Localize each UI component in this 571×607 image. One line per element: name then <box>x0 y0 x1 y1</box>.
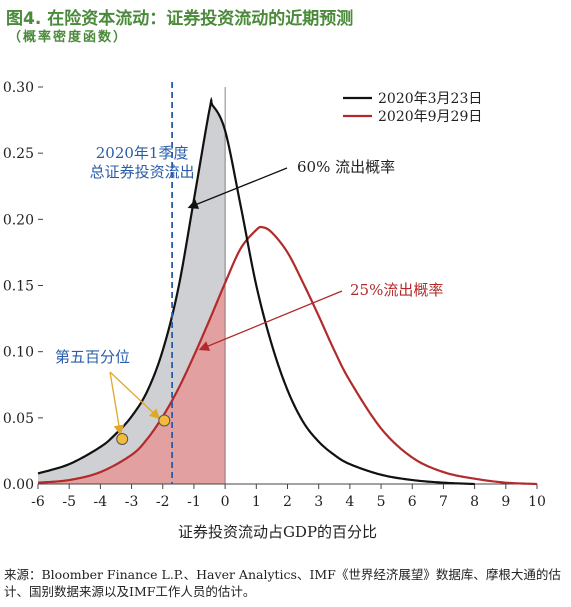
x-axis-label: 证券投资流动占GDP的百分比 <box>178 523 377 541</box>
x-tick-label: 2 <box>283 494 292 510</box>
x-tick-label: 4 <box>345 494 354 510</box>
x-tick-label: -1 <box>187 494 201 510</box>
y-tick-label: 0.10 <box>3 345 34 361</box>
x-tick-label: 3 <box>314 494 323 510</box>
legend-label-march: 2020年3月23日 <box>378 91 482 107</box>
percentile-arrow-1 <box>109 371 125 436</box>
percentile-point-1 <box>116 433 129 446</box>
q1-outflow-label-line2: 总证券投资流出 <box>90 163 195 181</box>
y-tick-label: 0.30 <box>3 80 34 96</box>
x-tick-label: -6 <box>31 494 45 510</box>
chart-area: 0.00 0.05 0.10 0.15 0.20 0.25 0.30 -6 -5 -4 -3 -2 -1… <box>3 80 546 541</box>
x-tick-label: 9 <box>501 494 510 510</box>
x-tick-label: 6 <box>408 494 417 510</box>
y-tick-label: 0.15 <box>3 279 34 295</box>
q1-outflow-label-line1: 2020年1季度 <box>96 144 189 162</box>
y-tick-label: 0.05 <box>3 411 34 427</box>
x-tick-label: 10 <box>528 494 546 510</box>
x-tick-label: 7 <box>439 494 448 510</box>
series-line-march <box>37 96 475 486</box>
x-tick-label: -2 <box>156 494 170 510</box>
chart-subtitle: （概率密度函数） <box>8 30 129 45</box>
y-tick-label: 0.00 <box>3 477 34 493</box>
x-tick-label: -4 <box>94 494 108 510</box>
y-tick-label: 0.20 <box>3 212 34 228</box>
x-tick-label: 8 <box>470 494 479 510</box>
percentile-point-2 <box>158 414 171 427</box>
x-tick-label: -3 <box>125 494 139 510</box>
legend-label-september: 2020年9月29日 <box>378 109 482 125</box>
x-tick-label: -5 <box>62 494 76 510</box>
source-note: 来源：Bloomber Finance L.P.、Haver Analytics… <box>4 567 561 599</box>
series-line-september <box>37 225 538 486</box>
annotation-60-arrow <box>187 167 288 209</box>
percentile-arrow-2 <box>109 371 161 420</box>
x-tick-label: 1 <box>252 494 261 510</box>
annotation-25-arrow <box>198 290 343 351</box>
chart-title: 图4. 在险资本流动：证券投资流动的近期预测 <box>6 9 354 29</box>
x-tick-label: 5 <box>377 494 386 510</box>
annotation-25-percent: 25%流出概率 <box>350 281 443 299</box>
shaded-area-september <box>38 282 226 484</box>
y-tick-label: 0.25 <box>3 146 34 162</box>
x-tick-label: 0 <box>221 494 230 510</box>
annotation-60-percent: 60% 流出概率 <box>297 158 395 176</box>
percentile-label: 第五百分位 <box>55 348 130 366</box>
